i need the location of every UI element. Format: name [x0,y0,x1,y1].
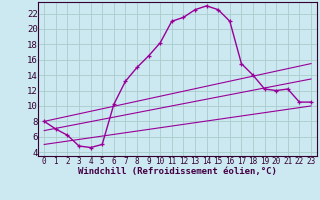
X-axis label: Windchill (Refroidissement éolien,°C): Windchill (Refroidissement éolien,°C) [78,167,277,176]
